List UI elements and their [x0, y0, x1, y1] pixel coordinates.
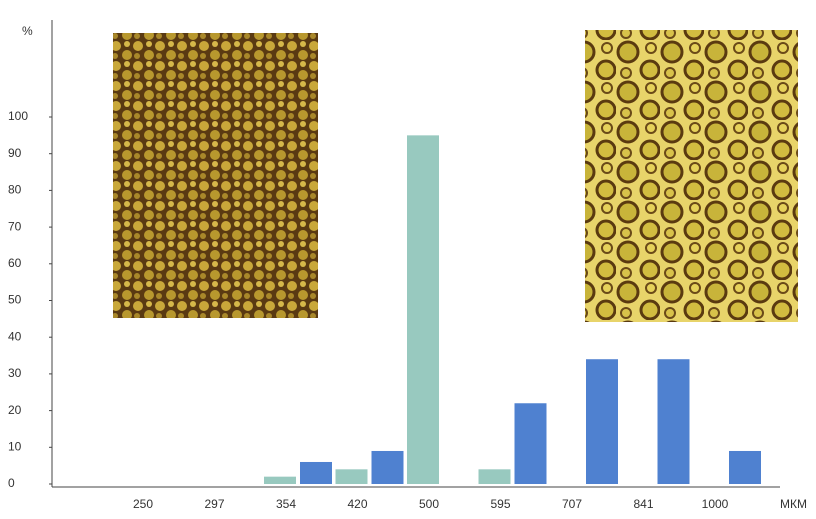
x-tick-label: 354 [276, 497, 296, 511]
x-tick-label: 420 [347, 497, 367, 511]
bar [264, 477, 296, 484]
x-tick-label: 250 [133, 497, 153, 511]
bar [300, 462, 332, 484]
bar [515, 403, 547, 484]
x-tick-label: 841 [633, 497, 653, 511]
x-tick-label: 500 [419, 497, 439, 511]
y-tick-label: 80 [8, 183, 22, 197]
micrograph-left [113, 33, 318, 318]
y-tick-label: 0 [8, 476, 15, 490]
chart: % МКМ 0 10 20 30 40 50 60 70 80 90 100 250 297 354 420… [0, 0, 816, 519]
bar [586, 359, 618, 484]
x-axis-label: МКМ [780, 497, 807, 511]
x-tick-label: 1000 [702, 497, 729, 511]
bar [372, 451, 404, 484]
y-tick-label: 70 [8, 219, 22, 233]
bar [729, 451, 761, 484]
y-tick-label: 60 [8, 256, 22, 270]
y-tick-label: 100 [8, 109, 28, 123]
x-tick-label: 595 [490, 497, 510, 511]
y-tick-label: 50 [8, 293, 22, 307]
bar [407, 135, 439, 484]
bar [479, 469, 511, 484]
y-tick-label: 10 [8, 439, 22, 453]
y-tick-label: 20 [8, 403, 22, 417]
micrograph-right [585, 30, 798, 322]
bar [336, 469, 368, 484]
y-axis-label: % [22, 24, 33, 38]
x-tick-label: 707 [562, 497, 582, 511]
x-tick-label: 297 [204, 497, 224, 511]
y-tick-label: 90 [8, 146, 22, 160]
bar [658, 359, 690, 484]
y-tick-label: 30 [8, 366, 22, 380]
y-tick-label: 40 [8, 329, 22, 343]
